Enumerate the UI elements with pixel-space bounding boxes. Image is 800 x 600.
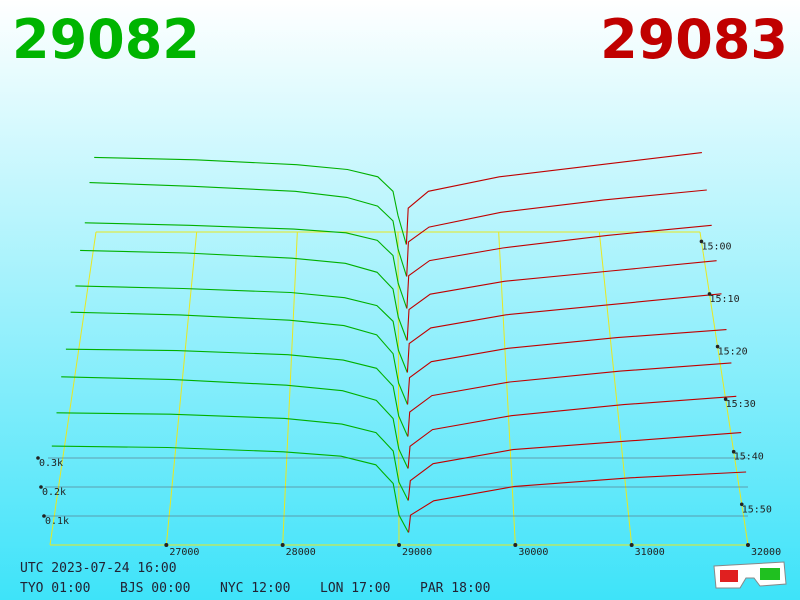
depth-tick-dot — [36, 456, 40, 460]
time-label: 15:30 — [726, 399, 756, 410]
time-label: 15:20 — [718, 347, 748, 358]
ask-depth-line — [405, 152, 702, 245]
x-tick-label: 29000 — [402, 547, 432, 558]
grid-line — [282, 231, 298, 546]
grid-line — [598, 231, 633, 546]
ask-depth-line — [407, 362, 732, 437]
ask-depth-line — [406, 293, 722, 373]
tick-dot — [397, 543, 401, 547]
bid-depth-line — [80, 249, 408, 341]
zone-time: PAR 18:00 — [420, 581, 490, 596]
bid-depth-line — [94, 156, 407, 245]
x-tick-label: 27000 — [169, 547, 199, 558]
ask-depth-line — [406, 260, 717, 341]
ask-depth-line — [408, 471, 747, 533]
bid-depth-line — [51, 445, 409, 533]
depth-tick-label: 0.2k — [42, 487, 66, 498]
x-tick-label: 32000 — [751, 547, 781, 558]
grid-line — [165, 231, 198, 546]
bid-depth-line — [65, 348, 409, 437]
ask-depth-line — [407, 395, 737, 469]
time-label: 15:50 — [742, 504, 772, 515]
time-dot — [715, 344, 720, 349]
time-label: 15:10 — [710, 294, 740, 305]
time-label: 15:40 — [734, 452, 764, 463]
tick-dot — [280, 543, 285, 547]
zone-time: TYO 01:00 — [20, 581, 90, 596]
bid-depth-line — [75, 285, 408, 373]
bid-depth-line — [56, 412, 409, 501]
side-axis — [49, 231, 97, 546]
depth-tick-dot — [42, 514, 46, 518]
bid-depth-line — [61, 376, 409, 469]
tick-dot — [513, 543, 518, 547]
x-tick-label: 28000 — [286, 547, 316, 558]
zones: TYO 01:00 BJS 00:00 NYC 12:00 LON 17:00 PAR … — [20, 581, 490, 596]
bid-depth-line — [84, 222, 408, 309]
tick-dot — [629, 543, 634, 547]
depth-tick-label: 0.3k — [39, 458, 63, 469]
zone-time: LON 17:00 — [320, 581, 390, 596]
zone-time: NYC 12:00 — [220, 581, 290, 596]
depth-tick-label: 0.1k — [45, 516, 69, 527]
x-tick-label: 30000 — [518, 547, 548, 558]
grid-line — [498, 231, 516, 546]
ask-depth-line — [407, 329, 727, 405]
x-tick-label: 31000 — [635, 547, 665, 558]
time-dot — [739, 502, 744, 507]
grid-line — [699, 231, 749, 546]
tick-dot — [746, 543, 750, 547]
time-label: 15:00 — [701, 241, 731, 252]
tick-dot — [164, 543, 169, 547]
zone-time: BJS 00:00 — [120, 581, 190, 596]
depth-tick-dot — [39, 485, 43, 489]
ask-depth-line — [406, 224, 712, 309]
bid-depth-line — [70, 311, 409, 405]
3d-glasses-icon — [713, 561, 787, 589]
bid-price: 29082 — [12, 8, 200, 71]
time-dot — [723, 397, 728, 401]
ask-depth-line — [406, 189, 707, 277]
utc-time: UTC 2023-07-24 16:00 — [20, 561, 177, 576]
ask-depth-line — [407, 432, 742, 501]
time-dot — [707, 292, 712, 296]
bid-depth-line — [89, 182, 408, 277]
time-dot — [731, 449, 736, 454]
time-dot — [699, 239, 704, 244]
plot: 27000 28000 29000 30000 31000 32000 0.1k 0.2k 0.… — [36, 152, 781, 558]
ask-price: 29083 — [600, 8, 788, 71]
